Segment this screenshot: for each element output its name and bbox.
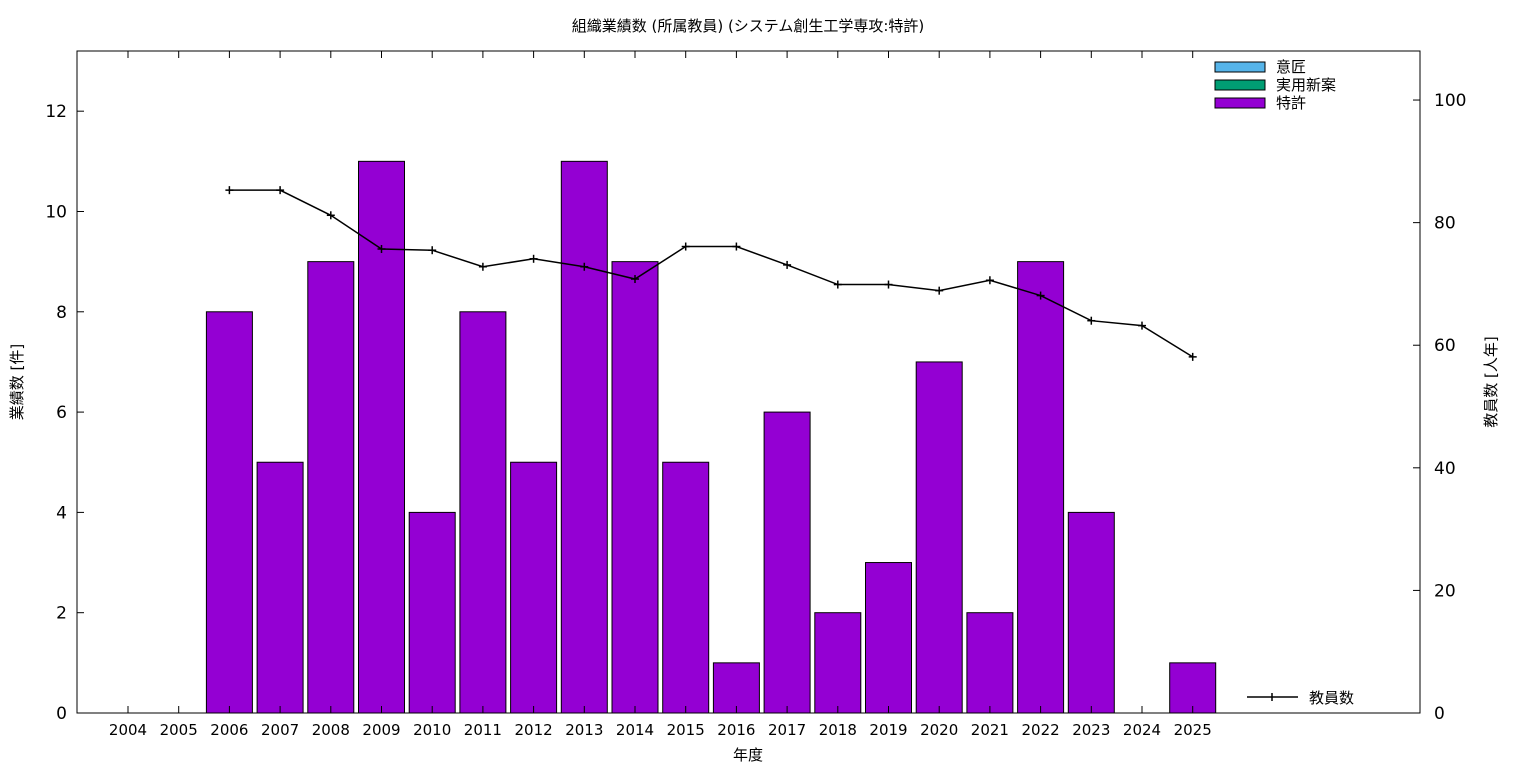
bar-特許-2006 [205, 311, 253, 714]
x-tick-label: 2012 [515, 721, 553, 739]
bar-特許-2017 [763, 411, 811, 714]
point-教員数-16 [1036, 291, 1045, 300]
y2-tick-label: 80 [1434, 214, 1456, 234]
x-tick-label: 2021 [971, 721, 1009, 739]
y-axis-right: 0 20 40 60 80 100 [1413, 91, 1466, 724]
x-tick-label: 2022 [1022, 721, 1060, 739]
y-tick-label: 4 [56, 503, 67, 523]
x-tick-label: 2015 [667, 721, 705, 739]
legend-swatch-意匠 [1214, 61, 1266, 73]
point-教員数-14 [935, 286, 944, 295]
x-tick-label: 2025 [1174, 721, 1212, 739]
bar-特許-2018 [814, 612, 862, 714]
chart-title: 組織業績数 (所属教員) (システム創生工学専攻:特許) [572, 17, 925, 35]
y2-tick-label: 20 [1434, 581, 1456, 601]
bar-特許-2012 [510, 461, 558, 714]
x-tick-label: 2010 [413, 721, 451, 739]
plot-frame [76, 50, 1421, 714]
x-tick-label: 2016 [717, 721, 755, 739]
legend-swatch-実用新案 [1214, 79, 1266, 91]
bar-特許-2025 [1169, 662, 1217, 714]
y-tick-label: 0 [56, 704, 67, 724]
x-tick-label: 2008 [312, 721, 350, 739]
point-教員数-13 [884, 280, 893, 289]
bar-特許-2023 [1067, 511, 1115, 714]
bar-特許-2008 [307, 261, 355, 714]
x-tick-label: 2014 [616, 721, 654, 739]
y2-tick-label: 40 [1434, 459, 1456, 479]
x-axis-label: 年度 [733, 746, 763, 764]
point-教員数-5 [478, 262, 487, 271]
point-教員数-18 [1138, 321, 1146, 330]
bars-layer [205, 160, 1217, 714]
point-教員数-4 [428, 246, 437, 255]
x-tick-label: 2009 [362, 721, 400, 739]
bar-特許-2020 [915, 361, 963, 714]
y2-axis-label: 教員数 [人年] [1482, 336, 1500, 427]
point-教員数-0 [225, 186, 234, 195]
x-tick-label: 2013 [565, 721, 603, 739]
bar-特許-2011 [459, 311, 507, 714]
x-tick-label: 2023 [1072, 721, 1110, 739]
point-教員数-1 [276, 186, 285, 195]
point-教員数-15 [985, 276, 994, 285]
point-教員数-17 [1087, 316, 1096, 325]
line-layer [225, 186, 1197, 361]
point-教員数-19 [1188, 352, 1197, 361]
x-tick-label: 2019 [869, 721, 907, 739]
x-tick-label: 2005 [160, 721, 198, 739]
bar-特許-2010 [408, 511, 456, 714]
point-教員数-6 [529, 254, 538, 263]
point-教員数-2 [326, 211, 335, 220]
point-教員数-10 [732, 242, 741, 251]
x-axis: 2004 2005 2006 2007 2008 2009 2010 2011 2012 2013… [109, 51, 1212, 739]
y2-tick-label: 100 [1434, 91, 1466, 111]
bar-特許-2009 [358, 160, 405, 714]
x-tick-label: 2020 [920, 721, 958, 739]
bar-特許-2016 [712, 662, 760, 714]
bar-特許-2021 [966, 612, 1014, 714]
y-tick-label: 2 [56, 604, 67, 624]
y-axis-left: 0 2 4 6 8 10 12 [45, 102, 84, 724]
y-axis-label: 業績数 [件] [8, 344, 26, 420]
x-tick-label: 2024 [1123, 721, 1161, 739]
x-tick-label: 2006 [210, 721, 248, 739]
y2-tick-label: 0 [1434, 704, 1445, 724]
point-教員数-7 [580, 262, 589, 271]
x-tick-label: 2011 [464, 721, 502, 739]
bar-特許-2014 [611, 261, 659, 714]
point-教員数-9 [681, 242, 690, 251]
x-tick-label: 2004 [109, 721, 147, 739]
y-tick-label: 6 [56, 403, 67, 423]
y2-tick-label: 60 [1434, 336, 1456, 356]
x-tick-label: 2017 [768, 721, 806, 739]
bar-特許-2015 [662, 461, 710, 714]
legend-label-実用新案: 実用新案 [1276, 76, 1336, 94]
x-tick-label: 2007 [261, 721, 299, 739]
bar-特許-2013 [560, 160, 608, 714]
legend-label-教員数: 教員数 [1309, 689, 1354, 707]
y-tick-label: 10 [45, 202, 67, 222]
y-tick-label: 8 [56, 303, 67, 323]
bar-特許-2007 [256, 461, 304, 714]
bar-特許-2022 [1017, 261, 1065, 714]
y-tick-label: 12 [45, 102, 67, 122]
point-教員数-12 [833, 280, 842, 289]
legend-label-意匠: 意匠 [1276, 58, 1306, 76]
point-教員数-11 [783, 260, 792, 269]
point-教員数-3 [377, 244, 386, 253]
point-教員数-8 [631, 275, 639, 284]
x-tick-label: 2018 [819, 721, 857, 739]
legend-label-特許: 特許 [1276, 94, 1306, 112]
legend-swatch-特許 [1214, 97, 1266, 109]
line-教員数 [229, 189, 1194, 358]
bar-特許-2019 [865, 562, 912, 714]
